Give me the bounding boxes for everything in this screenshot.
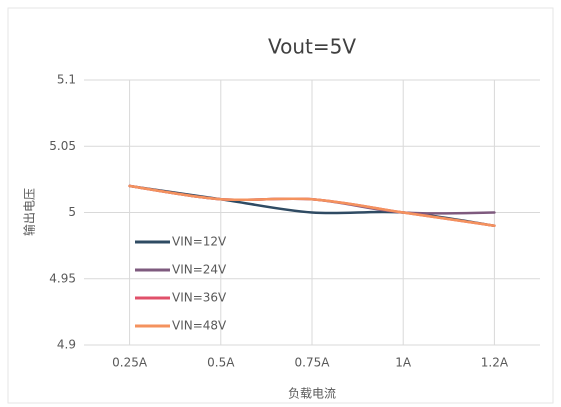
x-tick-label: 0.25A bbox=[112, 356, 148, 370]
x-tick-label: 0.75A bbox=[295, 356, 331, 370]
y-tick-label: 5.1 bbox=[57, 73, 76, 87]
x-axis-label: 负载电流 bbox=[288, 387, 336, 401]
x-tick-label: 0.5A bbox=[207, 356, 235, 370]
series-line bbox=[128, 184, 496, 227]
x-tick-label: 1A bbox=[395, 356, 412, 370]
y-tick-label: 5 bbox=[68, 205, 76, 219]
y-axis-label: 输出电压 bbox=[22, 188, 37, 236]
y-tick-label: 4.9 bbox=[57, 338, 76, 352]
y-tick-label: 4.95 bbox=[49, 271, 76, 285]
legend-label: VIN=36V bbox=[172, 291, 227, 305]
chart-title: Vout=5V bbox=[268, 35, 356, 59]
legend-label: VIN=12V bbox=[172, 235, 227, 249]
legend-label: VIN=24V bbox=[172, 263, 227, 277]
y-tick-label: 5.05 bbox=[49, 139, 76, 153]
chart-frame bbox=[7, 7, 554, 404]
x-tick-label: 1.2A bbox=[481, 356, 509, 370]
legend-label: VIN=48V bbox=[172, 319, 227, 333]
